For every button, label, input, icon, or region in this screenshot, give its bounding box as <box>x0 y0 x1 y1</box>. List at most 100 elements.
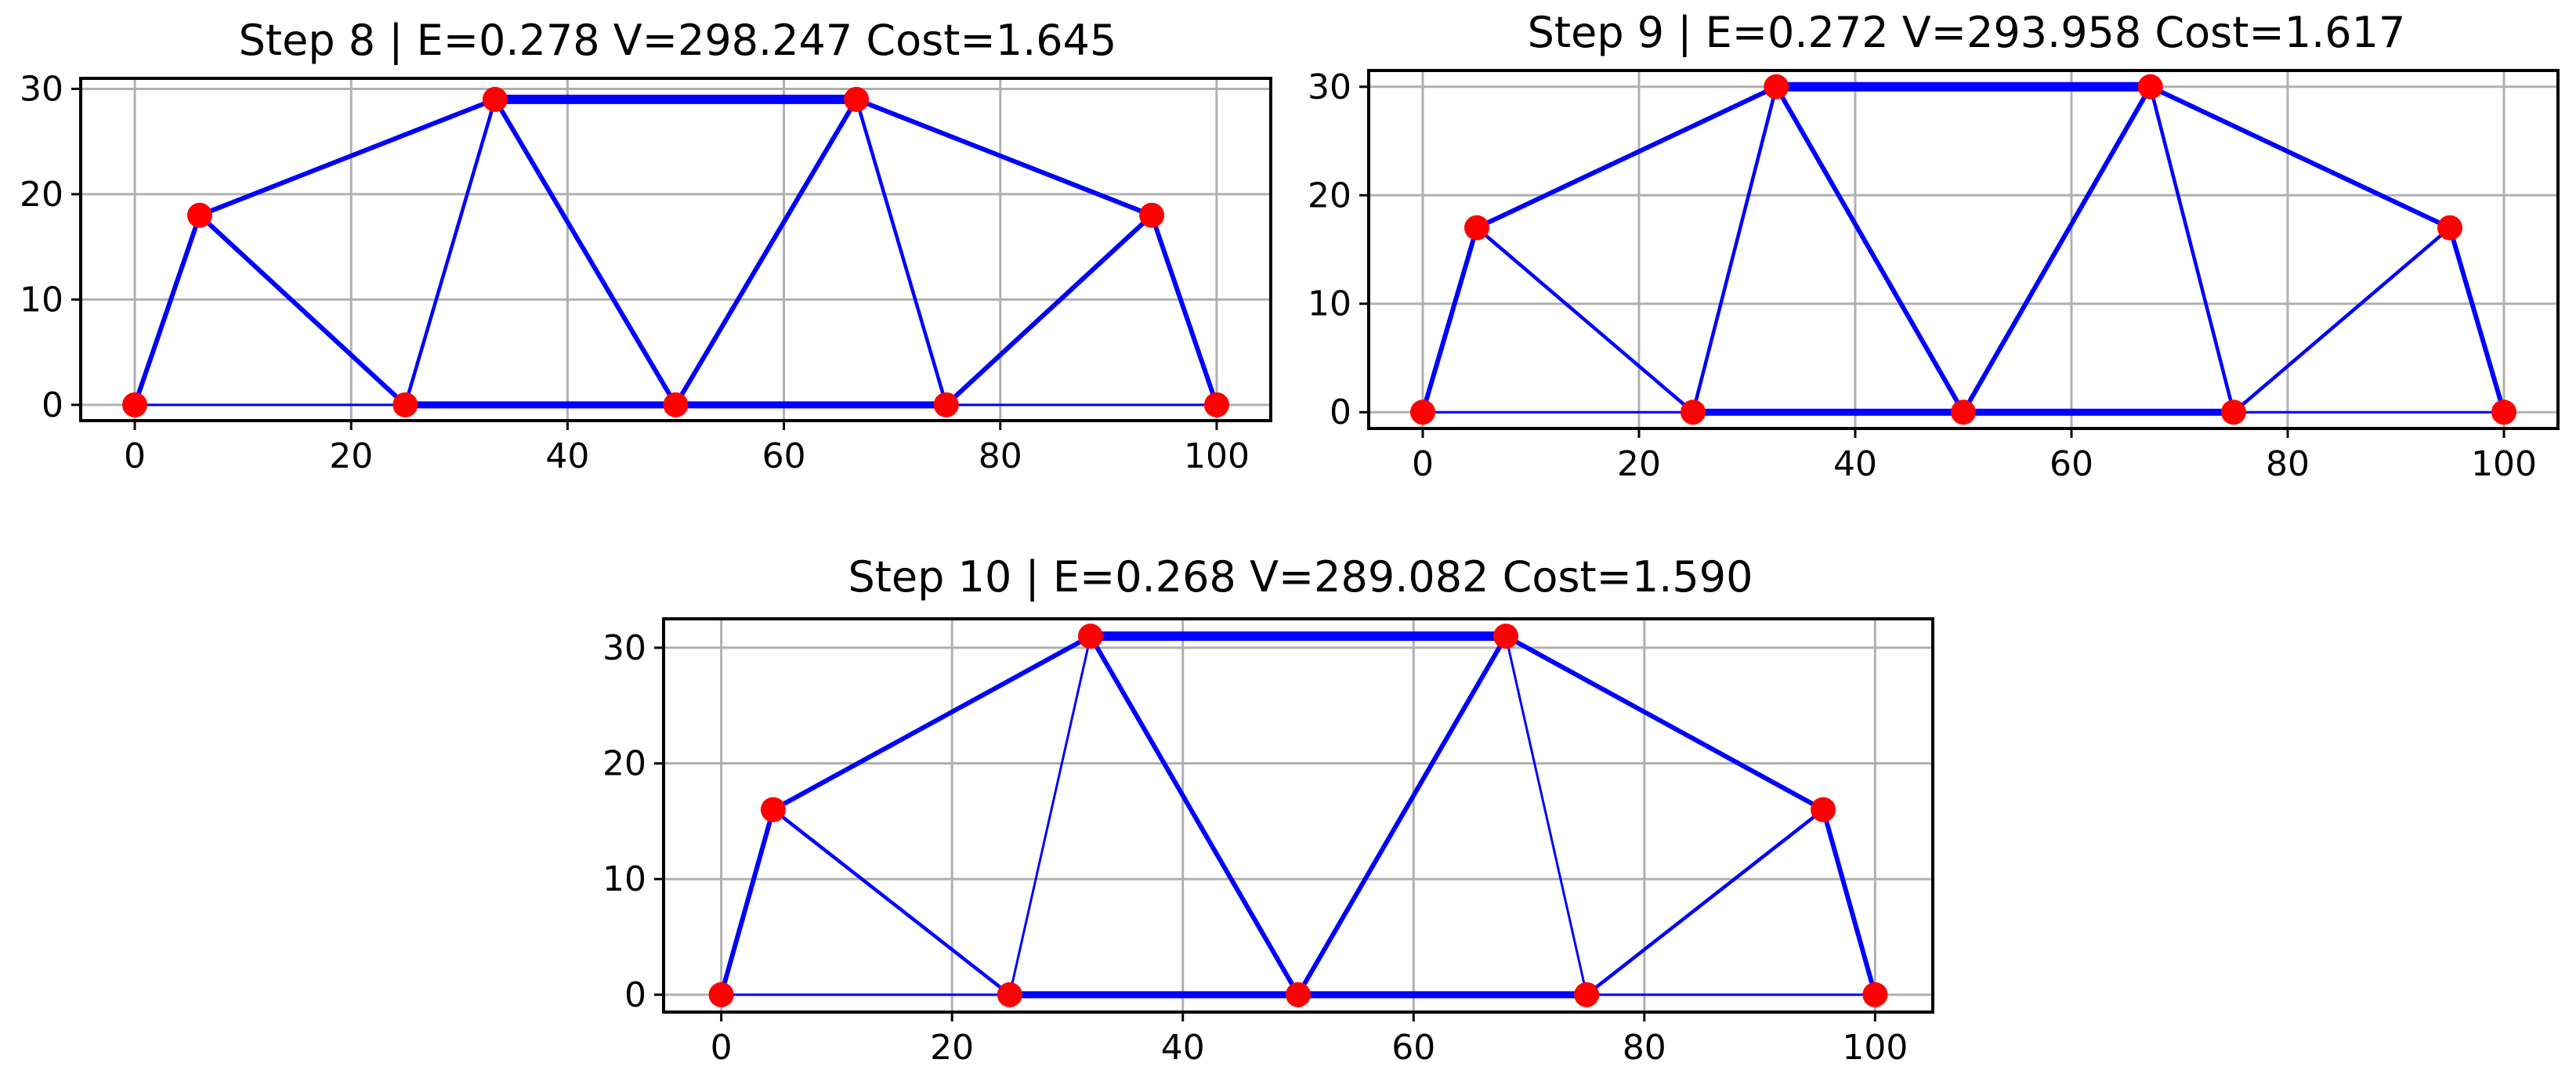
truss-member <box>1296 634 1509 997</box>
x-tick-label: 60 <box>1391 1028 1435 1068</box>
truss-member <box>197 212 408 407</box>
truss-member <box>1503 634 1826 812</box>
plot-background <box>1369 70 2558 428</box>
axes-frame <box>79 77 1272 422</box>
x-tick-label: 20 <box>1617 444 1661 484</box>
truss-node <box>844 86 870 112</box>
truss-node <box>2437 215 2462 240</box>
truss-member <box>1420 225 1479 415</box>
truss-node <box>1811 797 1836 822</box>
truss-member <box>1008 634 1092 996</box>
truss-member <box>403 97 497 407</box>
truss-member <box>1504 634 1588 996</box>
truss-member <box>492 96 678 407</box>
truss-member <box>2231 226 2452 414</box>
panel-3-title: Step 10 | E=0.268 V=289.082 Cost=1.590 <box>848 552 1753 602</box>
panel-1-plot: 0 20 40 60 80 100 0 10 20 30 <box>20 69 1272 476</box>
x-tick-label: 100 <box>2471 444 2537 484</box>
x-tick-label: 20 <box>930 1028 974 1068</box>
panel-2-title: Step 9 | E=0.272 V=293.958 Cost=1.617 <box>1528 8 2406 57</box>
truss-node <box>760 797 786 822</box>
truss-node <box>708 982 734 1007</box>
y-tick-label: 30 <box>1308 67 1351 107</box>
x-tick-label: 0 <box>1412 444 1434 484</box>
truss-node <box>663 392 689 418</box>
truss-member <box>197 96 497 218</box>
truss-node <box>1493 624 1519 649</box>
x-tick-label: 80 <box>979 436 1022 476</box>
truss-member <box>770 634 1093 812</box>
truss-node <box>2221 400 2246 425</box>
truss-node <box>1410 400 1435 425</box>
panel-3-plot: 0 20 40 60 80 100 0 10 20 30 <box>602 617 1934 1068</box>
plot-background <box>81 78 1271 421</box>
x-tick-label: 100 <box>1184 436 1250 476</box>
x-tick-label: 100 <box>1842 1028 1908 1068</box>
y-tick-label: 10 <box>20 280 63 320</box>
axes-frame <box>662 617 1934 1014</box>
truss-member <box>854 97 948 407</box>
truss-node <box>1077 624 1103 649</box>
truss-node <box>1951 400 1976 425</box>
y-tick-label: 0 <box>624 975 646 1015</box>
truss-member <box>2147 84 2452 230</box>
y-tick-label: 30 <box>602 628 646 668</box>
x-tick-label: 0 <box>711 1028 733 1068</box>
x-tick-label: 40 <box>545 436 589 476</box>
truss-node <box>1764 74 1789 99</box>
y-tick-label: 30 <box>20 69 63 109</box>
truss-node <box>122 392 148 418</box>
truss-node <box>1681 400 1706 425</box>
x-tick-label: 40 <box>1161 1028 1205 1068</box>
y-tick-label: 0 <box>42 385 63 425</box>
y-tick-label: 20 <box>602 744 646 784</box>
truss-member <box>132 212 202 407</box>
y-tick-label: 20 <box>20 175 63 215</box>
truss-member <box>1087 634 1301 997</box>
y-tick-label: 0 <box>1330 392 1351 432</box>
truss-member <box>2148 85 2236 414</box>
truss-member <box>1584 808 1825 997</box>
truss-node <box>186 202 212 228</box>
x-tick-label: 60 <box>2050 444 2093 484</box>
truss-member <box>2448 225 2506 415</box>
x-tick-label: 40 <box>1833 444 1877 484</box>
truss-member <box>1774 84 1966 415</box>
x-tick-label: 0 <box>124 436 146 476</box>
x-tick-label: 80 <box>1623 1028 1666 1068</box>
truss-node <box>482 86 508 112</box>
truss-node <box>2491 400 2516 425</box>
truss-node <box>1203 392 1229 418</box>
truss-node <box>997 982 1022 1007</box>
truss-node <box>1464 215 1489 240</box>
truss-member <box>1961 84 2153 415</box>
truss-node <box>1139 202 1165 228</box>
x-tick-label: 80 <box>2266 444 2310 484</box>
axes-frame <box>1367 69 2560 430</box>
truss-member <box>1691 85 1778 414</box>
truss-node <box>1862 982 1888 1007</box>
y-tick-label: 10 <box>1308 284 1351 324</box>
truss-member <box>854 96 1155 218</box>
y-tick-label: 20 <box>1308 175 1351 215</box>
truss-member <box>673 96 859 407</box>
truss-node <box>1286 982 1311 1007</box>
truss-member <box>1474 84 1779 230</box>
truss-member <box>1149 212 1219 407</box>
x-tick-label: 60 <box>762 436 806 476</box>
panel-2-plot: 0 20 40 60 80 100 0 10 20 30 <box>1308 67 2560 484</box>
truss-member <box>718 807 776 997</box>
x-tick-label: 20 <box>329 436 373 476</box>
truss-node <box>1574 982 1600 1007</box>
truss-node <box>933 392 959 418</box>
truss-member <box>1474 226 1695 414</box>
truss-node <box>393 392 418 418</box>
y-tick-label: 10 <box>602 859 646 899</box>
plot-background <box>664 619 1933 1012</box>
truss-node <box>2137 74 2163 99</box>
truss-member <box>943 212 1155 407</box>
truss-member <box>1821 807 1878 997</box>
panel-1-title: Step 8 | E=0.278 V=298.247 Cost=1.645 <box>239 16 1117 65</box>
truss-member <box>771 808 1012 997</box>
